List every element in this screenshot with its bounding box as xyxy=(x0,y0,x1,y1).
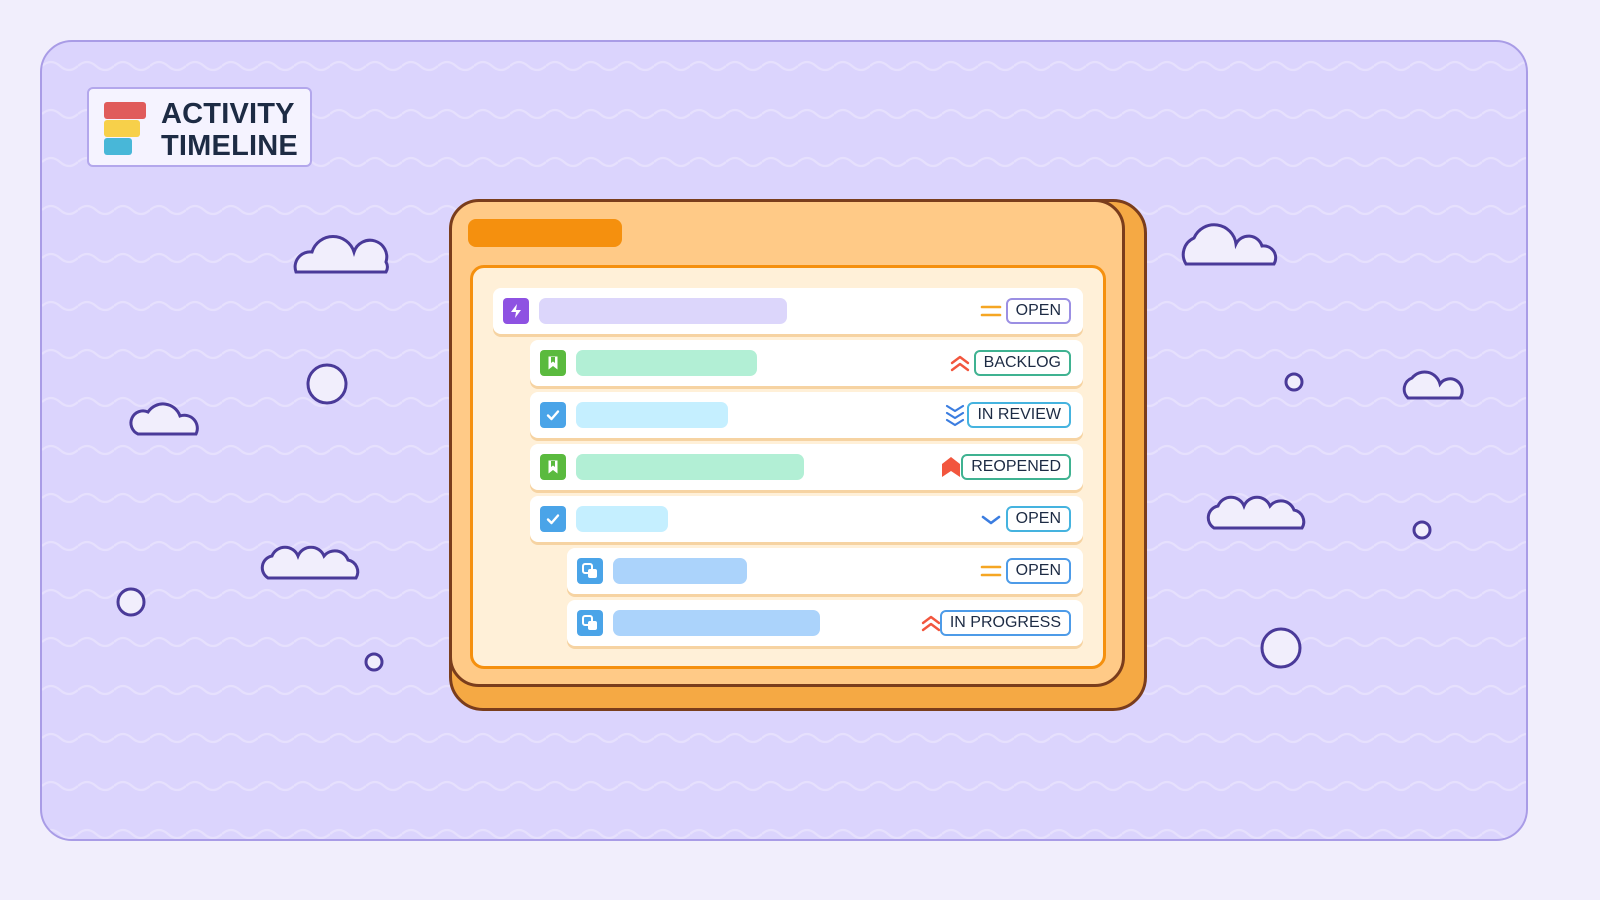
activity-timeline-logo: ACTIVITY TIMELINE xyxy=(87,87,312,167)
status-badge[interactable]: OPEN xyxy=(1005,298,1071,324)
status-badge[interactable]: IN REVIEW xyxy=(967,402,1071,428)
epic-lightning-icon xyxy=(503,298,529,324)
priority-medium-icon xyxy=(979,299,1003,323)
priority-high-icon xyxy=(948,351,972,375)
hero-canvas: ACTIVITY TIMELINE OPEN BACKLOG IN REVIEW RE… xyxy=(40,40,1528,841)
issue-row[interactable]: OPEN xyxy=(493,288,1083,334)
status-badge[interactable]: BACKLOG xyxy=(973,350,1071,376)
issue-row[interactable]: OPEN xyxy=(530,496,1083,542)
issue-title-placeholder xyxy=(576,402,728,428)
logo-wordmark: ACTIVITY TIMELINE xyxy=(161,98,298,162)
issue-row[interactable]: REOPENED xyxy=(530,444,1083,490)
issue-title-placeholder xyxy=(613,558,747,584)
issue-title-placeholder xyxy=(539,298,787,324)
logo-mark-icon xyxy=(104,102,146,155)
issue-list-panel: OPEN BACKLOG IN REVIEW REOPENED OPEN OPEN IN P… xyxy=(470,265,1106,669)
priority-lowest-icon xyxy=(943,403,967,427)
issue-window: OPEN BACKLOG IN REVIEW REOPENED OPEN OPEN IN P… xyxy=(449,199,1125,687)
status-badge[interactable]: OPEN xyxy=(1005,506,1071,532)
issue-row[interactable]: OPEN xyxy=(567,548,1083,594)
issue-title-placeholder xyxy=(576,454,804,480)
subtask-icon xyxy=(577,610,603,636)
status-badge[interactable]: REOPENED xyxy=(961,454,1071,480)
issue-row[interactable]: IN REVIEW xyxy=(530,392,1083,438)
subtask-icon xyxy=(577,558,603,584)
issue-row[interactable]: BACKLOG xyxy=(530,340,1083,386)
window-titlebar xyxy=(468,219,622,247)
priority-medium-icon xyxy=(979,559,1003,583)
logo-line-1: ACTIVITY xyxy=(161,98,295,130)
priority-low-icon xyxy=(979,507,1003,531)
story-bookmark-icon xyxy=(540,454,566,480)
issue-row[interactable]: IN PROGRESS xyxy=(567,600,1083,646)
story-bookmark-icon xyxy=(540,350,566,376)
task-check-icon xyxy=(540,402,566,428)
priority-high-icon xyxy=(919,611,943,635)
issue-title-placeholder xyxy=(613,610,820,636)
task-check-icon xyxy=(540,506,566,532)
logo-line-2: TIMELINE xyxy=(161,130,298,162)
issue-title-placeholder xyxy=(576,350,757,376)
status-badge[interactable]: OPEN xyxy=(1005,558,1071,584)
issue-title-placeholder xyxy=(576,506,668,532)
priority-critical-icon xyxy=(939,455,963,479)
status-badge[interactable]: IN PROGRESS xyxy=(939,610,1071,636)
